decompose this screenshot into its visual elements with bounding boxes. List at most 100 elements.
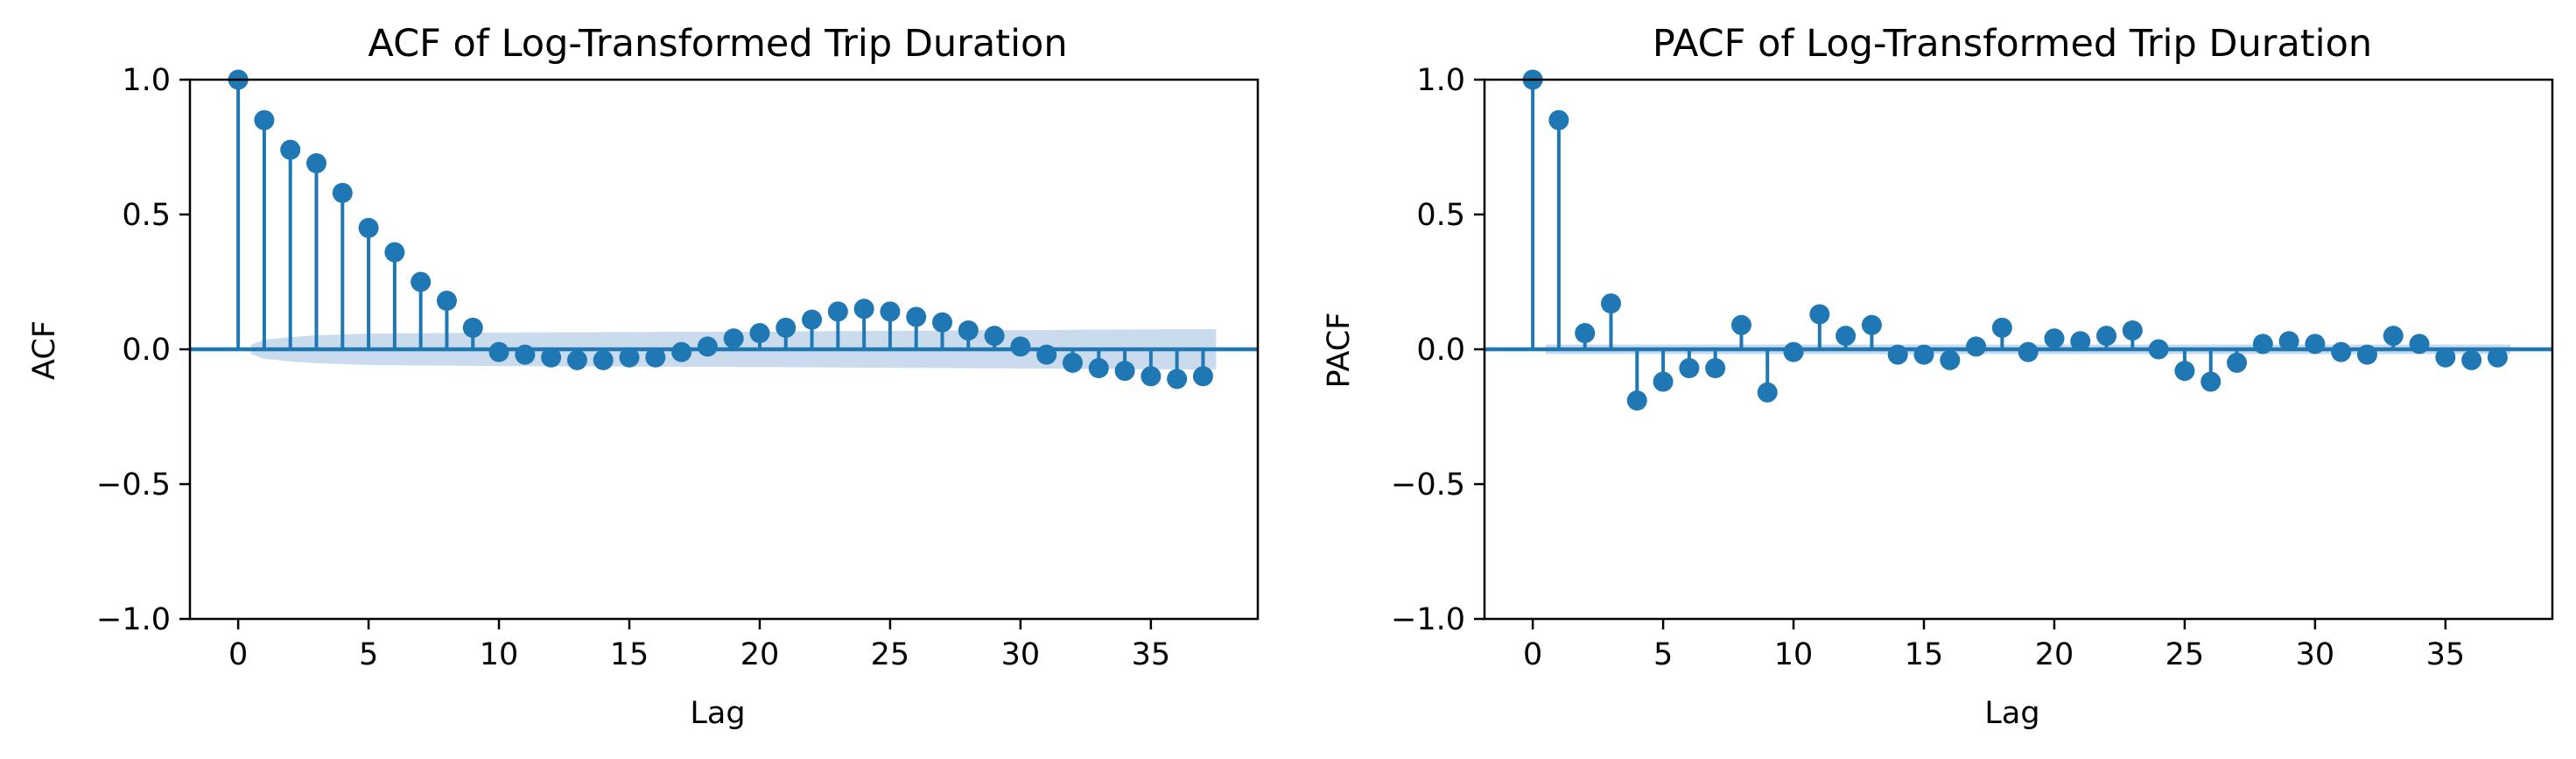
pacf-marker-lag-11 <box>1809 304 1830 325</box>
acf-marker-lag-5 <box>358 217 379 238</box>
pacf-marker-lag-24 <box>2148 339 2169 360</box>
pacf-x-tick-label-35: 35 <box>2426 637 2466 672</box>
pacf-marker-lag-26 <box>2200 371 2222 392</box>
pacf-marker-lag-15 <box>1913 344 1934 365</box>
acf-marker-lag-37 <box>1192 366 1213 387</box>
acf-y-tick-label-1: −0.5 <box>96 467 171 502</box>
pacf-marker-lag-14 <box>1887 344 1908 365</box>
acf-title: ACF of Log-Transformed Trip Duration <box>368 22 1067 66</box>
acf-marker-lag-2 <box>280 139 301 160</box>
pacf-marker-lag-19 <box>2018 341 2039 362</box>
acf-marker-lag-17 <box>671 341 692 362</box>
pacf-marker-lag-28 <box>2252 334 2273 355</box>
acf-marker-lag-15 <box>619 347 640 368</box>
pacf-marker-lag-4 <box>1626 390 1647 411</box>
pacf-y-axis-label: PACF <box>1322 313 1357 389</box>
pacf-marker-lag-5 <box>1653 371 1674 392</box>
acf-y-tick-label-3: 0.5 <box>122 198 171 233</box>
acf-marker-lag-26 <box>906 306 927 327</box>
acf-marker-lag-9 <box>462 317 483 338</box>
acf-marker-lag-30 <box>1010 336 1031 357</box>
pacf-x-tick-label-5: 5 <box>1653 637 1673 672</box>
acf-marker-lag-32 <box>1062 352 1083 373</box>
acf-x-axis-label: Lag <box>690 696 745 731</box>
pacf-x-tick-label-15: 15 <box>1905 637 1944 672</box>
pacf-marker-lag-17 <box>1966 336 1987 357</box>
pacf-marker-lag-32 <box>2356 344 2377 365</box>
acf-panel: ACF of Log-Transformed Trip Duration Lag… <box>27 22 1260 731</box>
acf-marker-lag-6 <box>384 242 405 263</box>
acf-marker-lag-4 <box>332 182 353 203</box>
pacf-marker-lag-20 <box>2044 328 2065 349</box>
pacf-marker-lag-1 <box>1548 109 1569 130</box>
acf-marker-lag-1 <box>254 109 275 130</box>
pacf-marker-lag-36 <box>2461 349 2482 370</box>
acf-y-tick-label-0: −1.0 <box>96 602 171 637</box>
pacf-marker-lag-34 <box>2409 334 2430 355</box>
acf-y-tick-label-2: 0.0 <box>122 333 171 368</box>
acf-marker-lag-18 <box>697 336 718 357</box>
pacf-x-tick-label-0: 0 <box>1523 637 1542 672</box>
pacf-marker-lag-16 <box>1940 349 1961 370</box>
acf-marker-lag-8 <box>436 291 457 312</box>
pacf-marker-lag-6 <box>1679 358 1700 379</box>
acf-x-tick-label-0: 0 <box>228 637 248 672</box>
acf-marker-lag-28 <box>958 320 979 341</box>
pacf-marker-lag-33 <box>2383 326 2404 347</box>
pacf-x-tick-label-20: 20 <box>2035 637 2074 672</box>
acf-x-tick-label-10: 10 <box>480 637 519 672</box>
acf-x-tick-label-15: 15 <box>610 637 649 672</box>
acf-marker-lag-29 <box>984 326 1005 347</box>
pacf-marker-lag-27 <box>2227 352 2248 373</box>
acf-marker-lag-31 <box>1036 344 1057 365</box>
pacf-marker-lag-29 <box>2278 331 2299 352</box>
pacf-title: PACF of Log-Transformed Trip Duration <box>1653 22 2372 66</box>
pacf-marker-lag-31 <box>2331 341 2352 362</box>
pacf-x-tick-label-25: 25 <box>2165 637 2205 672</box>
acf-marker-lag-34 <box>1114 361 1135 382</box>
pacf-marker-lag-8 <box>1730 314 1751 335</box>
pacf-y-tick-label-4: 1.0 <box>1416 63 1465 98</box>
pacf-marker-lag-35 <box>2435 347 2456 368</box>
acf-marker-lag-20 <box>749 323 770 344</box>
acf-y-axis-label: ACF <box>27 320 62 380</box>
pacf-marker-lag-37 <box>2487 347 2508 368</box>
pacf-marker-lag-23 <box>2122 320 2143 341</box>
acf-marker-lag-10 <box>488 341 509 362</box>
pacf-marker-lag-18 <box>1991 317 2012 338</box>
pacf-y-tick-label-0: −1.0 <box>1391 602 1465 637</box>
acf-x-tick-label-30: 30 <box>1001 637 1041 672</box>
pacf-marker-lag-7 <box>1705 358 1726 379</box>
pacf-marker-lag-13 <box>1861 314 1882 335</box>
acf-marker-lag-25 <box>880 301 901 322</box>
acf-x-tick-label-5: 5 <box>359 637 378 672</box>
pacf-marker-lag-3 <box>1600 293 1621 314</box>
acf-marker-lag-24 <box>853 299 874 320</box>
acf-marker-lag-27 <box>932 312 953 333</box>
acf-marker-lag-22 <box>802 309 823 330</box>
pacf-marker-lag-22 <box>2096 326 2117 347</box>
pacf-y-tick-label-1: −0.5 <box>1391 467 1465 502</box>
pacf-marker-lag-10 <box>1783 341 1804 362</box>
pacf-marker-lag-21 <box>2070 331 2091 352</box>
pacf-marker-lag-30 <box>2305 334 2326 355</box>
acf-marker-lag-21 <box>776 317 797 338</box>
acf-marker-lag-33 <box>1088 358 1109 379</box>
pacf-x-tick-label-10: 10 <box>1774 637 1814 672</box>
pacf-marker-lag-2 <box>1575 323 1596 344</box>
pacf-panel: PACF of Log-Transformed Trip Duration La… <box>1322 22 2554 731</box>
pacf-marker-lag-9 <box>1757 382 1778 403</box>
pacf-marker-lag-12 <box>1835 326 1857 347</box>
acf-x-tick-label-35: 35 <box>1132 637 1171 672</box>
acf-marker-lag-13 <box>566 349 587 370</box>
pacf-marker-lag-25 <box>2174 361 2195 382</box>
acf-marker-lag-14 <box>593 349 614 370</box>
acf-marker-lag-23 <box>827 301 848 322</box>
acf-marker-lag-11 <box>515 344 536 365</box>
acf-y-tick-label-4: 1.0 <box>122 63 171 98</box>
acf-marker-lag-16 <box>645 347 666 368</box>
pacf-x-tick-label-30: 30 <box>2296 637 2335 672</box>
acf-x-tick-label-25: 25 <box>871 637 910 672</box>
acf-marker-lag-19 <box>723 328 744 349</box>
